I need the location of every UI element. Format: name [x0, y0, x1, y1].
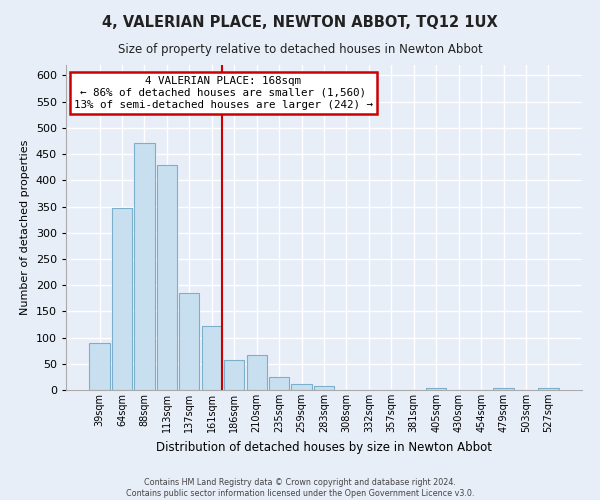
Text: Size of property relative to detached houses in Newton Abbot: Size of property relative to detached ho… — [118, 42, 482, 56]
Bar — [112, 208, 132, 390]
X-axis label: Distribution of detached houses by size in Newton Abbot: Distribution of detached houses by size … — [156, 440, 492, 454]
Bar — [224, 360, 244, 390]
Text: Contains HM Land Registry data © Crown copyright and database right 2024.
Contai: Contains HM Land Registry data © Crown c… — [126, 478, 474, 498]
Text: 4 VALERIAN PLACE: 168sqm
← 86% of detached houses are smaller (1,560)
13% of sem: 4 VALERIAN PLACE: 168sqm ← 86% of detach… — [74, 76, 373, 110]
Bar — [157, 164, 177, 390]
Bar — [493, 388, 514, 390]
Bar — [269, 378, 289, 390]
Y-axis label: Number of detached properties: Number of detached properties — [20, 140, 30, 315]
Bar — [292, 384, 311, 390]
Bar — [89, 343, 110, 390]
Bar — [426, 388, 446, 390]
Bar — [179, 292, 199, 390]
Text: 4, VALERIAN PLACE, NEWTON ABBOT, TQ12 1UX: 4, VALERIAN PLACE, NEWTON ABBOT, TQ12 1U… — [102, 15, 498, 30]
Bar — [247, 355, 267, 390]
Bar — [538, 388, 559, 390]
Bar — [134, 142, 155, 390]
Bar — [202, 326, 222, 390]
Bar — [314, 386, 334, 390]
